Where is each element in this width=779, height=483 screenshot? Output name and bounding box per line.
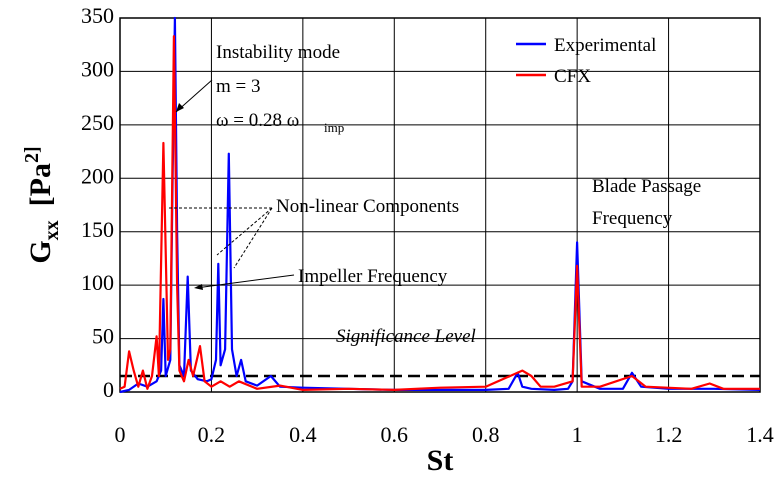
x-tick-label: 0.8 [472, 422, 500, 447]
arrow-head [176, 103, 184, 112]
y-label-sup: 2] [21, 146, 43, 163]
x-tick-label: 0.6 [381, 422, 409, 447]
legend-label: Experimental [554, 35, 656, 56]
y-tick-label: 200 [81, 163, 114, 188]
y-tick-label: 50 [92, 324, 114, 349]
y-label-sub: xx [41, 220, 63, 240]
grid [119, 17, 761, 393]
x-axis-label: St [427, 444, 454, 477]
plot-frame [119, 17, 761, 393]
legend-label: CFX [554, 66, 591, 87]
marks [119, 16, 761, 394]
y-axis-label: Gxx [Pa2] [21, 146, 63, 263]
annotation: Blade Passage [592, 176, 701, 197]
y-label-main: G [24, 240, 57, 263]
arrow [195, 274, 295, 289]
y-tick-label: 150 [81, 217, 114, 242]
x-tick-label: 0 [115, 422, 126, 447]
annotation: m = 3 [216, 76, 261, 97]
arrow [216, 207, 273, 256]
annotation: imp [324, 120, 344, 135]
annotation: Impeller Frequency [298, 266, 448, 287]
x-tick-label: 1.2 [655, 422, 683, 447]
y-tick-label: 300 [81, 56, 114, 81]
x-tick-label: 0.4 [289, 422, 317, 447]
x-tick-label: 0.2 [198, 422, 226, 447]
x-tick-label: 1 [572, 422, 583, 447]
annotations: Instability mode m = 3 ω = 0.28 ω imp No… [168, 42, 701, 347]
y-label-unit: [Pa [24, 163, 57, 206]
annotation: ω = 0.28 ω [216, 110, 299, 131]
annotation: Instability mode [216, 42, 340, 63]
x-tick-label: 1.4 [746, 422, 774, 447]
annotation: Frequency [592, 208, 673, 229]
y-tick-label: 0 [103, 377, 114, 402]
annotation: Non-linear Components [276, 196, 459, 217]
series-line [119, 35, 760, 391]
arrow [233, 207, 273, 269]
y-tick-label: 350 [81, 3, 114, 28]
arrow-head [194, 284, 203, 290]
y-tick-label: 250 [81, 110, 114, 135]
legend: Experimental CFX [516, 35, 656, 87]
y-tick-label: 100 [81, 270, 114, 295]
annotation: Significance Level [336, 326, 476, 347]
